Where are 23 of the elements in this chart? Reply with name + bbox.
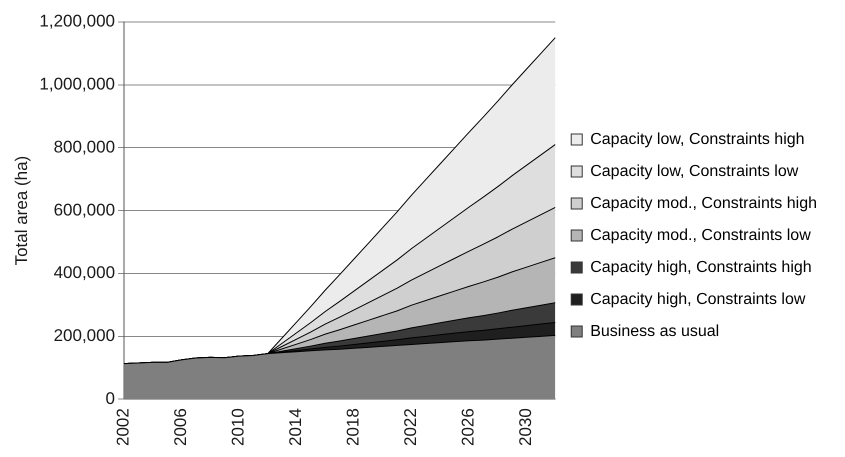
x-tick-label: 2014 <box>286 408 306 446</box>
legend-label: Capacity low, Constraints high <box>590 130 805 148</box>
legend-label: Capacity high, Constraints low <box>590 290 806 308</box>
legend-label: Capacity mod., Constraints low <box>590 226 812 244</box>
y-tick-label: 1,200,000 <box>39 12 116 31</box>
legend-label: Capacity high, Constraints high <box>590 258 812 276</box>
x-tick-label: 2018 <box>344 408 363 446</box>
y-tick-label: 800,000 <box>54 137 116 156</box>
y-axis-title: Total area (ha) <box>12 156 31 266</box>
legend-label: Capacity mod., Constraints high <box>590 194 818 212</box>
x-tick-label: 2006 <box>171 408 190 446</box>
legend-label: Business as usual <box>590 322 720 340</box>
x-tick-label: 2010 <box>228 408 248 446</box>
x-tick-label: 2002 <box>114 408 133 446</box>
y-tick-label: 200,000 <box>54 326 116 346</box>
x-tick-label: 2030 <box>516 408 536 446</box>
x-tick-label: 2026 <box>458 408 478 446</box>
y-tick-label: 600,000 <box>54 200 116 220</box>
x-tick-label: 2022 <box>401 408 420 446</box>
y-tick-label: 0 <box>106 388 116 408</box>
y-tick-label: 400,000 <box>54 263 116 282</box>
legend-label: Capacity low, Constraints low <box>590 162 799 180</box>
y-tick-label: 1,000,000 <box>39 74 116 94</box>
